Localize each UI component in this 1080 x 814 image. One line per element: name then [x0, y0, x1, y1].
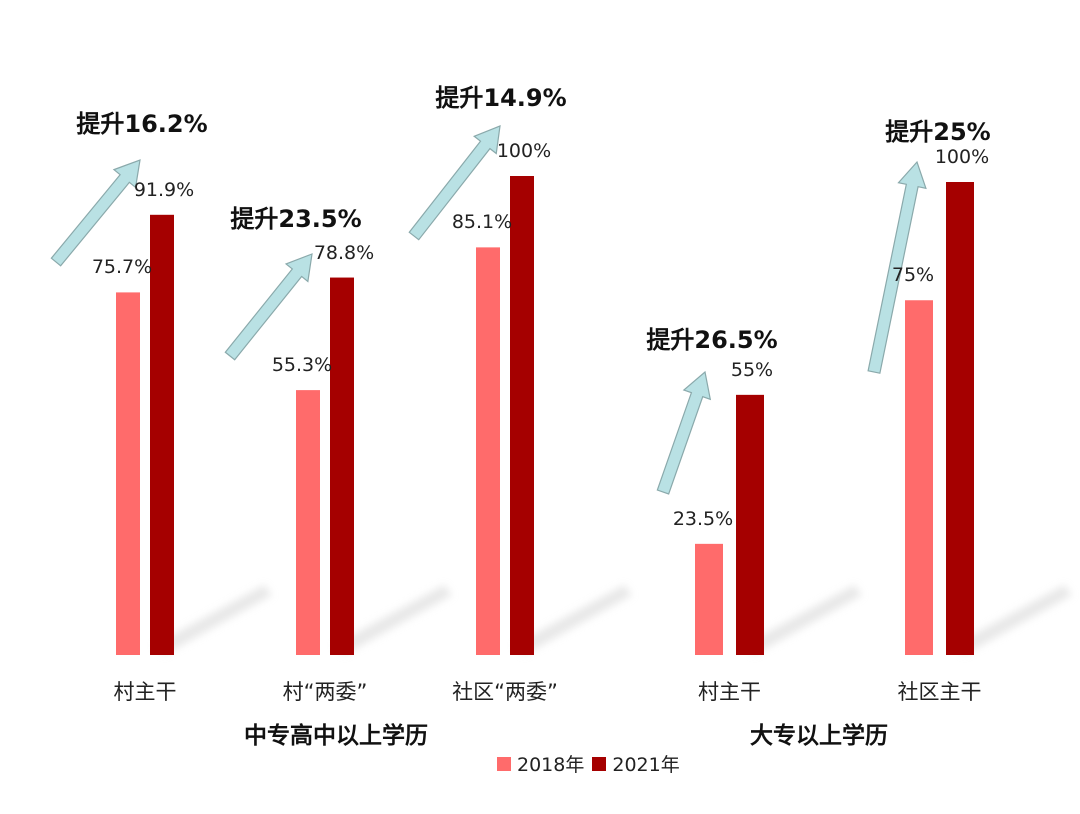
increase-label: 提升25%	[885, 118, 991, 146]
bar-2018	[296, 390, 320, 655]
up-arrow-icon	[224, 253, 313, 361]
increase-label: 提升16.2%	[76, 110, 208, 138]
legend: 2018年 2021年	[497, 750, 688, 777]
increase-label: 提升26.5%	[646, 326, 778, 354]
value-label: 100%	[934, 146, 990, 168]
value-label: 75.7%	[91, 256, 153, 279]
bar-shadow	[514, 585, 632, 655]
up-arrow-icon	[867, 160, 927, 374]
bar-shadow	[154, 585, 272, 655]
bar-2021	[510, 176, 534, 655]
legend-swatch-2018	[497, 756, 511, 771]
category-label: 村主干	[698, 680, 761, 704]
value-label: 78.8%	[313, 241, 375, 264]
bar-shadow	[744, 585, 862, 655]
category-label: 村“两委”	[282, 680, 368, 704]
value-label: 55%	[730, 358, 774, 381]
value-label: 55.3%	[271, 354, 333, 377]
bar-shadow	[334, 585, 452, 655]
value-label: 91.9%	[133, 178, 195, 201]
value-label: 23.5%	[672, 507, 734, 530]
bar-2018	[476, 247, 500, 655]
up-arrow-icon	[408, 125, 501, 241]
bar-2018	[905, 300, 933, 655]
increase-label: 提升23.5%	[230, 205, 362, 233]
bar-2021	[150, 214, 174, 655]
category-label: 社区“两委”	[452, 680, 558, 704]
legend-label-2018: 2018年	[517, 754, 585, 776]
up-arrow-icon	[656, 370, 712, 495]
bar-shadow	[954, 585, 1072, 655]
legend-swatch-2021	[592, 756, 607, 771]
bar-2021	[330, 277, 354, 655]
up-arrow-icon	[50, 159, 141, 267]
bar-2018	[695, 543, 723, 655]
value-label: 75%	[891, 264, 935, 287]
value-label: 85.1%	[451, 211, 513, 234]
bar-2021	[946, 182, 974, 655]
bar-2018	[116, 292, 140, 655]
group-title-college: 大专以上学历	[750, 723, 888, 749]
bar-2021	[736, 394, 764, 655]
value-label: 100%	[496, 140, 552, 162]
legend-label-2021: 2021年	[612, 754, 680, 776]
increase-label: 提升14.9%	[435, 84, 567, 112]
group-title-secondary: 中专高中以上学历	[244, 723, 428, 749]
legend-item-2018: 2018年	[497, 750, 584, 777]
category-label: 村主干	[113, 680, 177, 704]
legend-item-2021: 2021年	[592, 750, 680, 777]
category-label: 社区主干	[897, 680, 982, 704]
